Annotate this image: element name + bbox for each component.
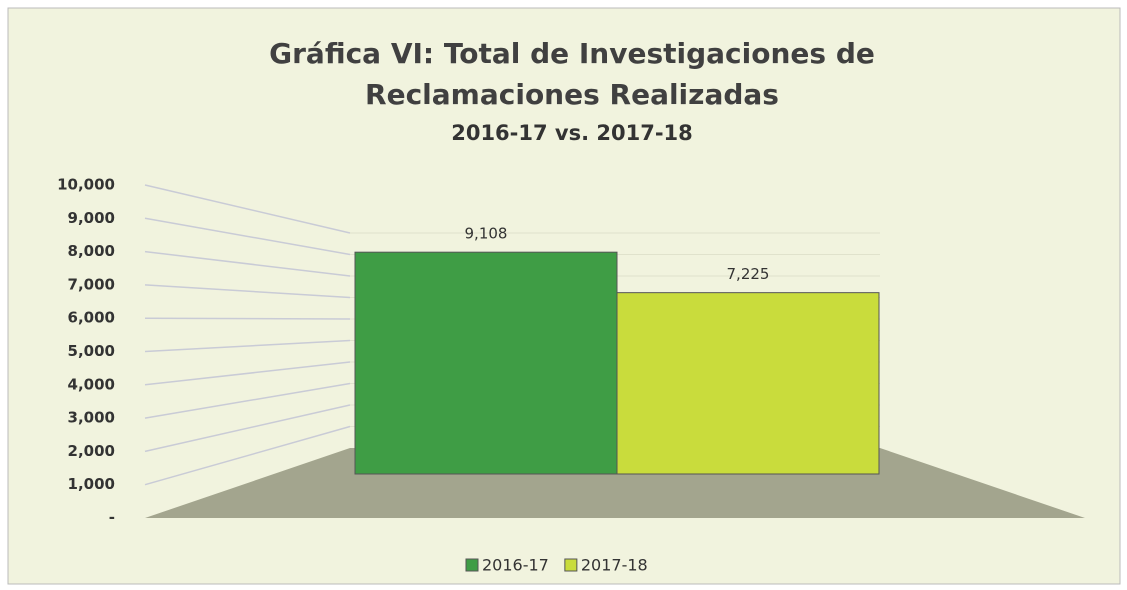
y-tick-label: 5,000 bbox=[68, 342, 115, 360]
legend-label: 2016-17 bbox=[482, 556, 549, 575]
y-tick-label: 8,000 bbox=[68, 242, 115, 260]
chart-title: Reclamaciones Realizadas bbox=[365, 78, 779, 111]
y-tick-label: 4,000 bbox=[68, 375, 115, 393]
data-label: 9,108 bbox=[465, 225, 508, 243]
grid-line bbox=[144, 184, 351, 234]
chart-subtitle: 2016-17 vs. 2017-18 bbox=[451, 121, 693, 145]
grid-line bbox=[144, 404, 351, 453]
y-tick-label: 2,000 bbox=[68, 442, 115, 460]
grid-line bbox=[144, 284, 351, 299]
legend-swatch bbox=[465, 558, 479, 572]
grid-line bbox=[144, 317, 351, 320]
grid-line bbox=[144, 217, 351, 256]
legend-swatch bbox=[564, 558, 578, 572]
grid-line bbox=[144, 250, 351, 277]
y-tick-label: 6,000 bbox=[68, 309, 115, 327]
bar bbox=[616, 292, 880, 475]
bar bbox=[354, 251, 618, 475]
y-tick-label: - bbox=[109, 509, 115, 527]
chart-title: Gráfica VI: Total de Investigaciones de bbox=[269, 37, 875, 70]
y-tick-label: 9,000 bbox=[68, 209, 115, 227]
y-tick-label: 10,000 bbox=[57, 176, 115, 194]
y-tick-label: 3,000 bbox=[68, 409, 115, 427]
y-tick-label: 1,000 bbox=[68, 475, 115, 493]
grid-line bbox=[144, 425, 351, 486]
data-label: 7,225 bbox=[727, 265, 770, 283]
grid-line bbox=[144, 339, 351, 353]
y-tick-label: 7,000 bbox=[68, 275, 115, 293]
grid-line bbox=[144, 382, 351, 419]
grid-line bbox=[144, 361, 351, 386]
legend-label: 2017-18 bbox=[581, 556, 648, 575]
